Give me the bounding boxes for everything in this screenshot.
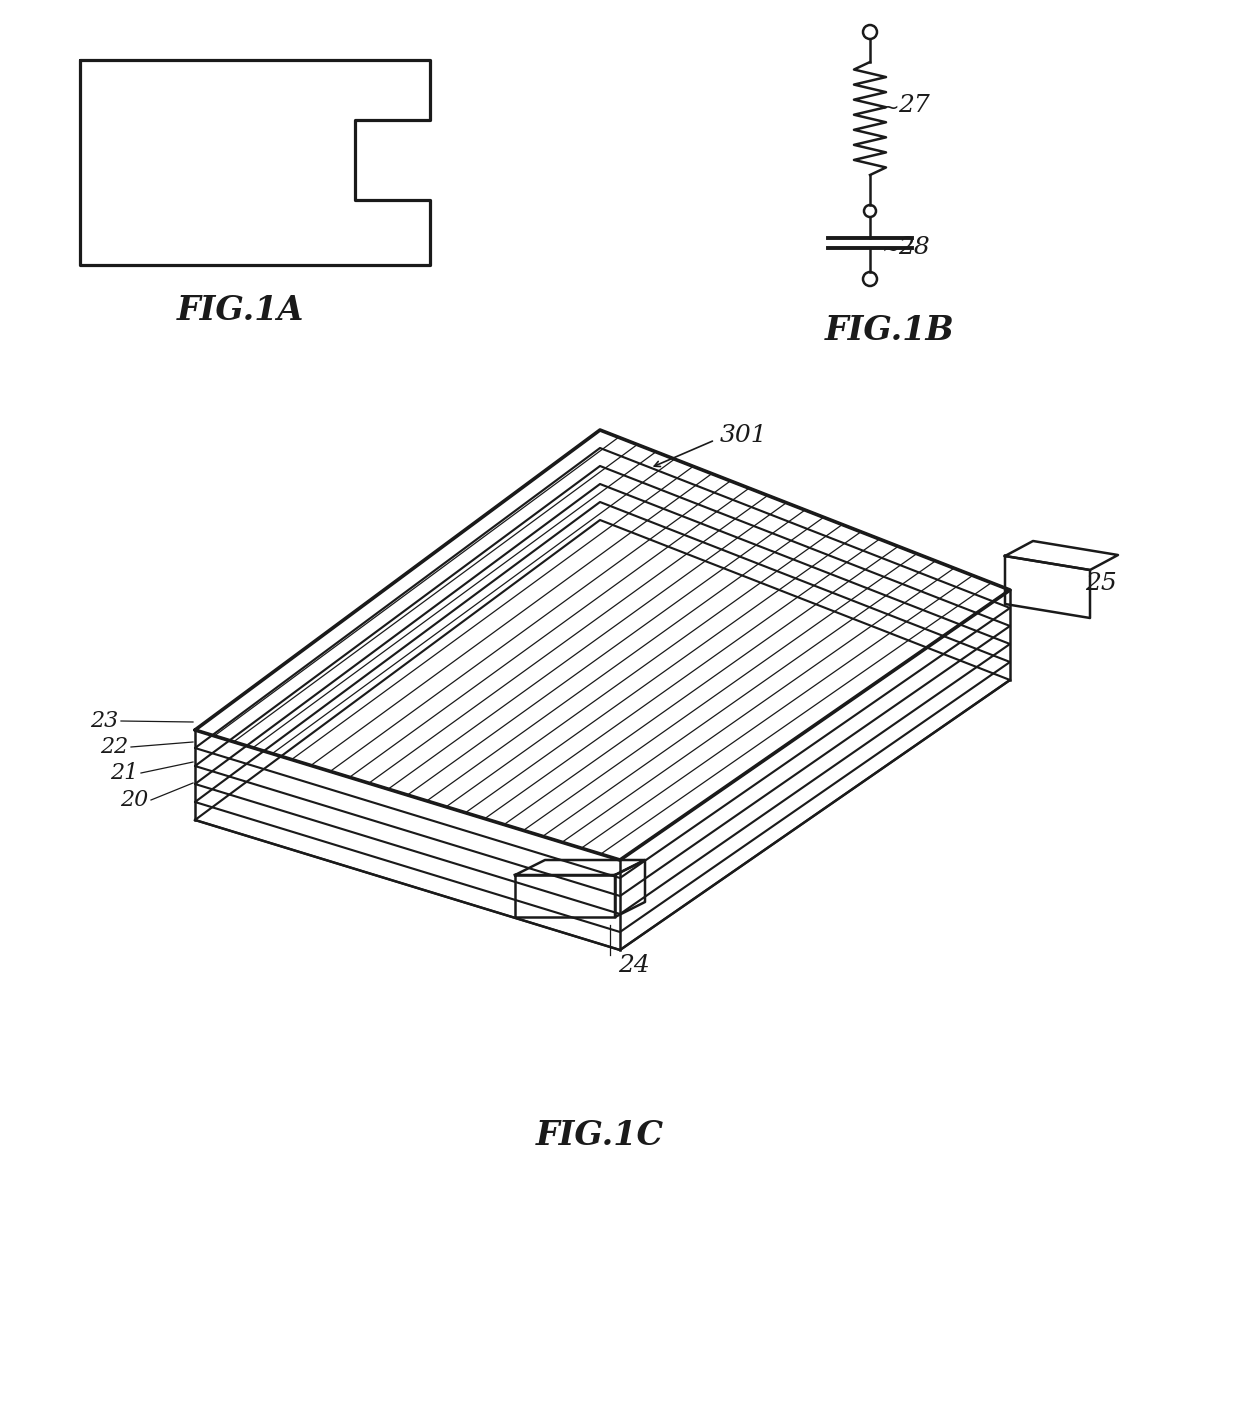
Text: ~: ~ [882, 98, 899, 118]
Text: 22: 22 [99, 736, 128, 759]
Text: ~: ~ [882, 240, 899, 260]
Text: 27: 27 [898, 94, 930, 117]
Text: 21: 21 [110, 762, 138, 784]
Text: 23: 23 [89, 710, 118, 732]
Text: FIG.1B: FIG.1B [825, 313, 955, 347]
Text: 24: 24 [618, 954, 650, 976]
Text: FIG.1A: FIG.1A [176, 294, 304, 327]
Text: 301: 301 [720, 423, 768, 447]
Text: FIG.1C: FIG.1C [536, 1118, 665, 1152]
Text: 20: 20 [120, 790, 148, 811]
Text: 28: 28 [898, 236, 930, 259]
Text: 25: 25 [1085, 572, 1117, 594]
